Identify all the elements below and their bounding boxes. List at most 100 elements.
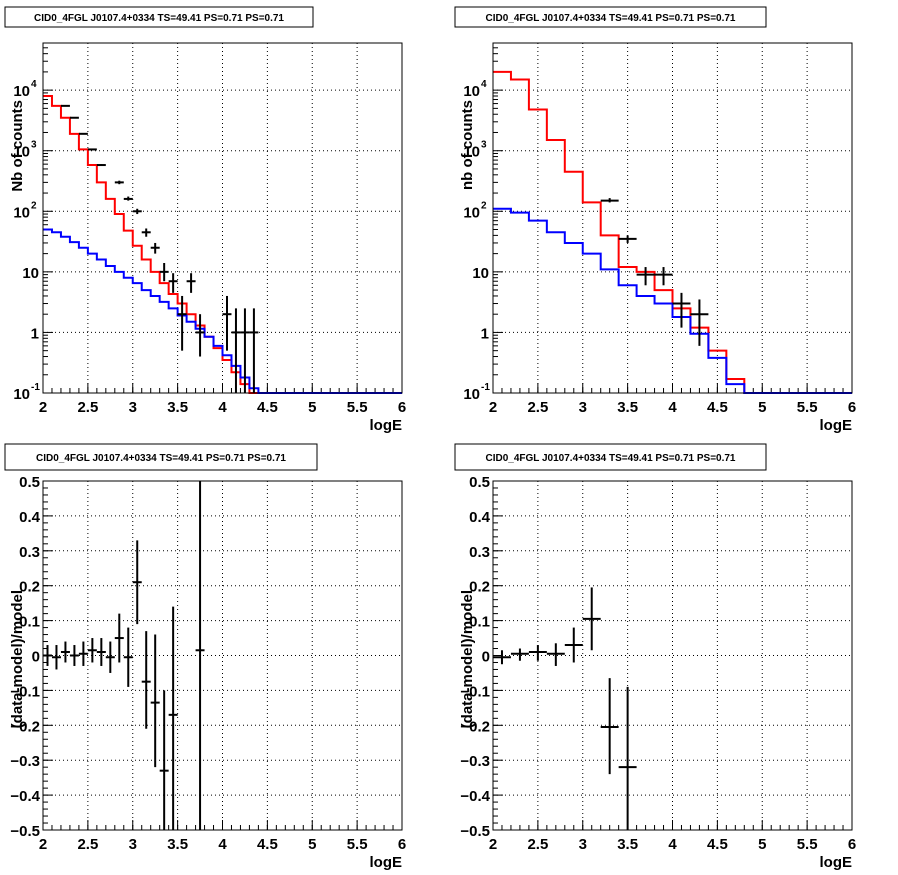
y-tick-label: −0.3 xyxy=(10,753,40,770)
y-tick-label: 0.1 xyxy=(19,614,40,631)
y-tick-label: 0 xyxy=(32,649,40,666)
x-tick-label: 5.5 xyxy=(347,836,368,853)
y-axis-title: Nb of counts xyxy=(9,100,26,192)
y-tick-label: 0.4 xyxy=(19,509,41,526)
x-tick-label: 2 xyxy=(489,399,497,416)
title-box-frame xyxy=(454,443,767,471)
y-tick-label: −0.2 xyxy=(460,718,490,735)
title-box-frame xyxy=(4,6,314,28)
x-axis-title: logE xyxy=(370,854,403,871)
y-tick-label: 1 xyxy=(481,325,489,342)
x-tick-label: 4.5 xyxy=(707,399,728,416)
y-tick-label: −0.3 xyxy=(460,753,490,770)
x-tick-label: 6 xyxy=(848,836,856,853)
x-tick-label: 4.5 xyxy=(257,836,278,853)
x-tick-label: 6 xyxy=(398,836,406,853)
x-axis-title: logE xyxy=(820,854,853,871)
x-tick-label: 2 xyxy=(489,836,497,853)
y-tick-exponent: 4 xyxy=(31,79,37,90)
panel-top-right: CID0_4FGL J0107.4+0334 TS=49.41 PS=0.71 … xyxy=(454,6,856,434)
x-tick-label: 3.5 xyxy=(167,399,188,416)
y-tick-label: 10 xyxy=(13,204,30,221)
x-tick-label: 4.5 xyxy=(257,399,278,416)
y-tick-label: 0.5 xyxy=(469,474,490,491)
x-tick-label: 3 xyxy=(129,836,137,853)
x-tick-label: 3.5 xyxy=(167,836,188,853)
y-tick-label: 0.2 xyxy=(19,579,40,596)
title-box: CID0_4FGL J0107.4+0334 TS=49.41 PS=0.71 … xyxy=(4,6,314,28)
y-tick-label: −0.4 xyxy=(460,788,490,805)
y-tick-label: 1 xyxy=(31,325,39,342)
y-tick-label: 0.2 xyxy=(469,579,490,596)
y-tick-exponent: 2 xyxy=(31,200,37,211)
chart-title: CID0_4FGL J0107.4+0334 TS=49.41 PS=0.71 … xyxy=(486,13,736,24)
y-tick-label: 10 xyxy=(13,386,30,403)
x-tick-label: 5 xyxy=(758,399,766,416)
title-box: CID0_4FGL J0107.4+0334 TS=49.41 PS=0.71 … xyxy=(454,6,767,28)
y-tick-exponent: 3 xyxy=(481,140,487,151)
y-tick-label: 0.5 xyxy=(19,474,40,491)
x-tick-label: 3 xyxy=(579,836,587,853)
y-tick-label: 10 xyxy=(463,386,480,403)
plot-frame xyxy=(492,480,853,831)
x-tick-label: 3.5 xyxy=(617,836,638,853)
panel-top-left: CID0_4FGL J0107.4+0334 TS=49.41 PS=0.71 … xyxy=(4,6,406,434)
y-tick-label: 0.1 xyxy=(469,614,490,631)
x-tick-label: 5.5 xyxy=(347,399,368,416)
x-tick-label: 4.5 xyxy=(707,836,728,853)
x-tick-label: 5 xyxy=(308,399,316,416)
title-box: CID0_4FGL J0107.4+0334 TS=49.41 PS=0.71 … xyxy=(454,443,767,471)
y-tick-label: 10 xyxy=(472,265,489,282)
x-axis-title: logE xyxy=(370,417,403,434)
y-tick-label: 0 xyxy=(482,649,490,666)
y-tick-label: 10 xyxy=(463,204,480,221)
y-tick-label: 10 xyxy=(13,83,30,100)
x-tick-label: 6 xyxy=(398,399,406,416)
x-tick-label: 5.5 xyxy=(797,836,818,853)
y-tick-label: 0.3 xyxy=(469,544,490,561)
y-axis-title: nb of counts xyxy=(459,100,476,190)
y-tick-label: 0.3 xyxy=(19,544,40,561)
title-box-frame xyxy=(454,6,767,28)
y-axis-title: (data-model)/model xyxy=(9,590,26,728)
plot-frame xyxy=(492,42,853,394)
title-box-frame xyxy=(4,443,318,471)
y-tick-label: −0.1 xyxy=(460,683,490,700)
y-tick-label: 0.4 xyxy=(469,509,491,526)
chart-title: CID0_4FGL J0107.4+0334 TS=49.41 PS=0.71 … xyxy=(486,453,736,464)
plot-frame xyxy=(42,480,403,831)
x-tick-label: 5 xyxy=(758,836,766,853)
y-tick-label: −0.2 xyxy=(10,718,40,735)
plot-frame xyxy=(42,42,403,394)
x-tick-label: 4 xyxy=(668,836,677,853)
chart-title: CID0_4FGL J0107.4+0334 TS=49.41 PS=0.71 … xyxy=(36,453,286,464)
y-tick-exponent: 4 xyxy=(481,79,487,90)
x-tick-label: 2.5 xyxy=(77,399,98,416)
y-tick-exponent: 3 xyxy=(31,140,37,151)
x-tick-label: 3 xyxy=(129,399,137,416)
y-tick-exponent: 2 xyxy=(481,200,487,211)
x-tick-label: 5 xyxy=(308,836,316,853)
x-tick-label: 5.5 xyxy=(797,399,818,416)
panel-bottom-right: CID0_4FGL J0107.4+0334 TS=49.41 PS=0.71 … xyxy=(454,443,856,871)
x-tick-label: 4 xyxy=(218,399,227,416)
y-tick-label: −0.4 xyxy=(10,788,40,805)
x-tick-label: 2 xyxy=(39,399,47,416)
x-tick-label: 3 xyxy=(579,399,587,416)
x-tick-label: 6 xyxy=(848,399,856,416)
y-axis-title: (data-model)/model xyxy=(459,590,476,728)
x-tick-label: 4 xyxy=(218,836,227,853)
x-tick-label: 2 xyxy=(39,836,47,853)
x-tick-label: 2.5 xyxy=(527,836,548,853)
title-box: CID0_4FGL J0107.4+0334 TS=49.41 PS=0.71 … xyxy=(4,443,318,471)
y-tick-label: 10 xyxy=(463,83,480,100)
y-tick-label: −0.5 xyxy=(460,823,490,840)
y-tick-label: 10 xyxy=(13,144,30,161)
y-tick-label: −0.5 xyxy=(10,823,40,840)
x-tick-label: 2.5 xyxy=(77,836,98,853)
panel-bottom-left: CID0_4FGL J0107.4+0334 TS=49.41 PS=0.71 … xyxy=(4,443,406,871)
y-tick-exponent: -1 xyxy=(31,382,40,393)
x-axis-title: logE xyxy=(820,417,853,434)
y-tick-label: 10 xyxy=(463,144,480,161)
